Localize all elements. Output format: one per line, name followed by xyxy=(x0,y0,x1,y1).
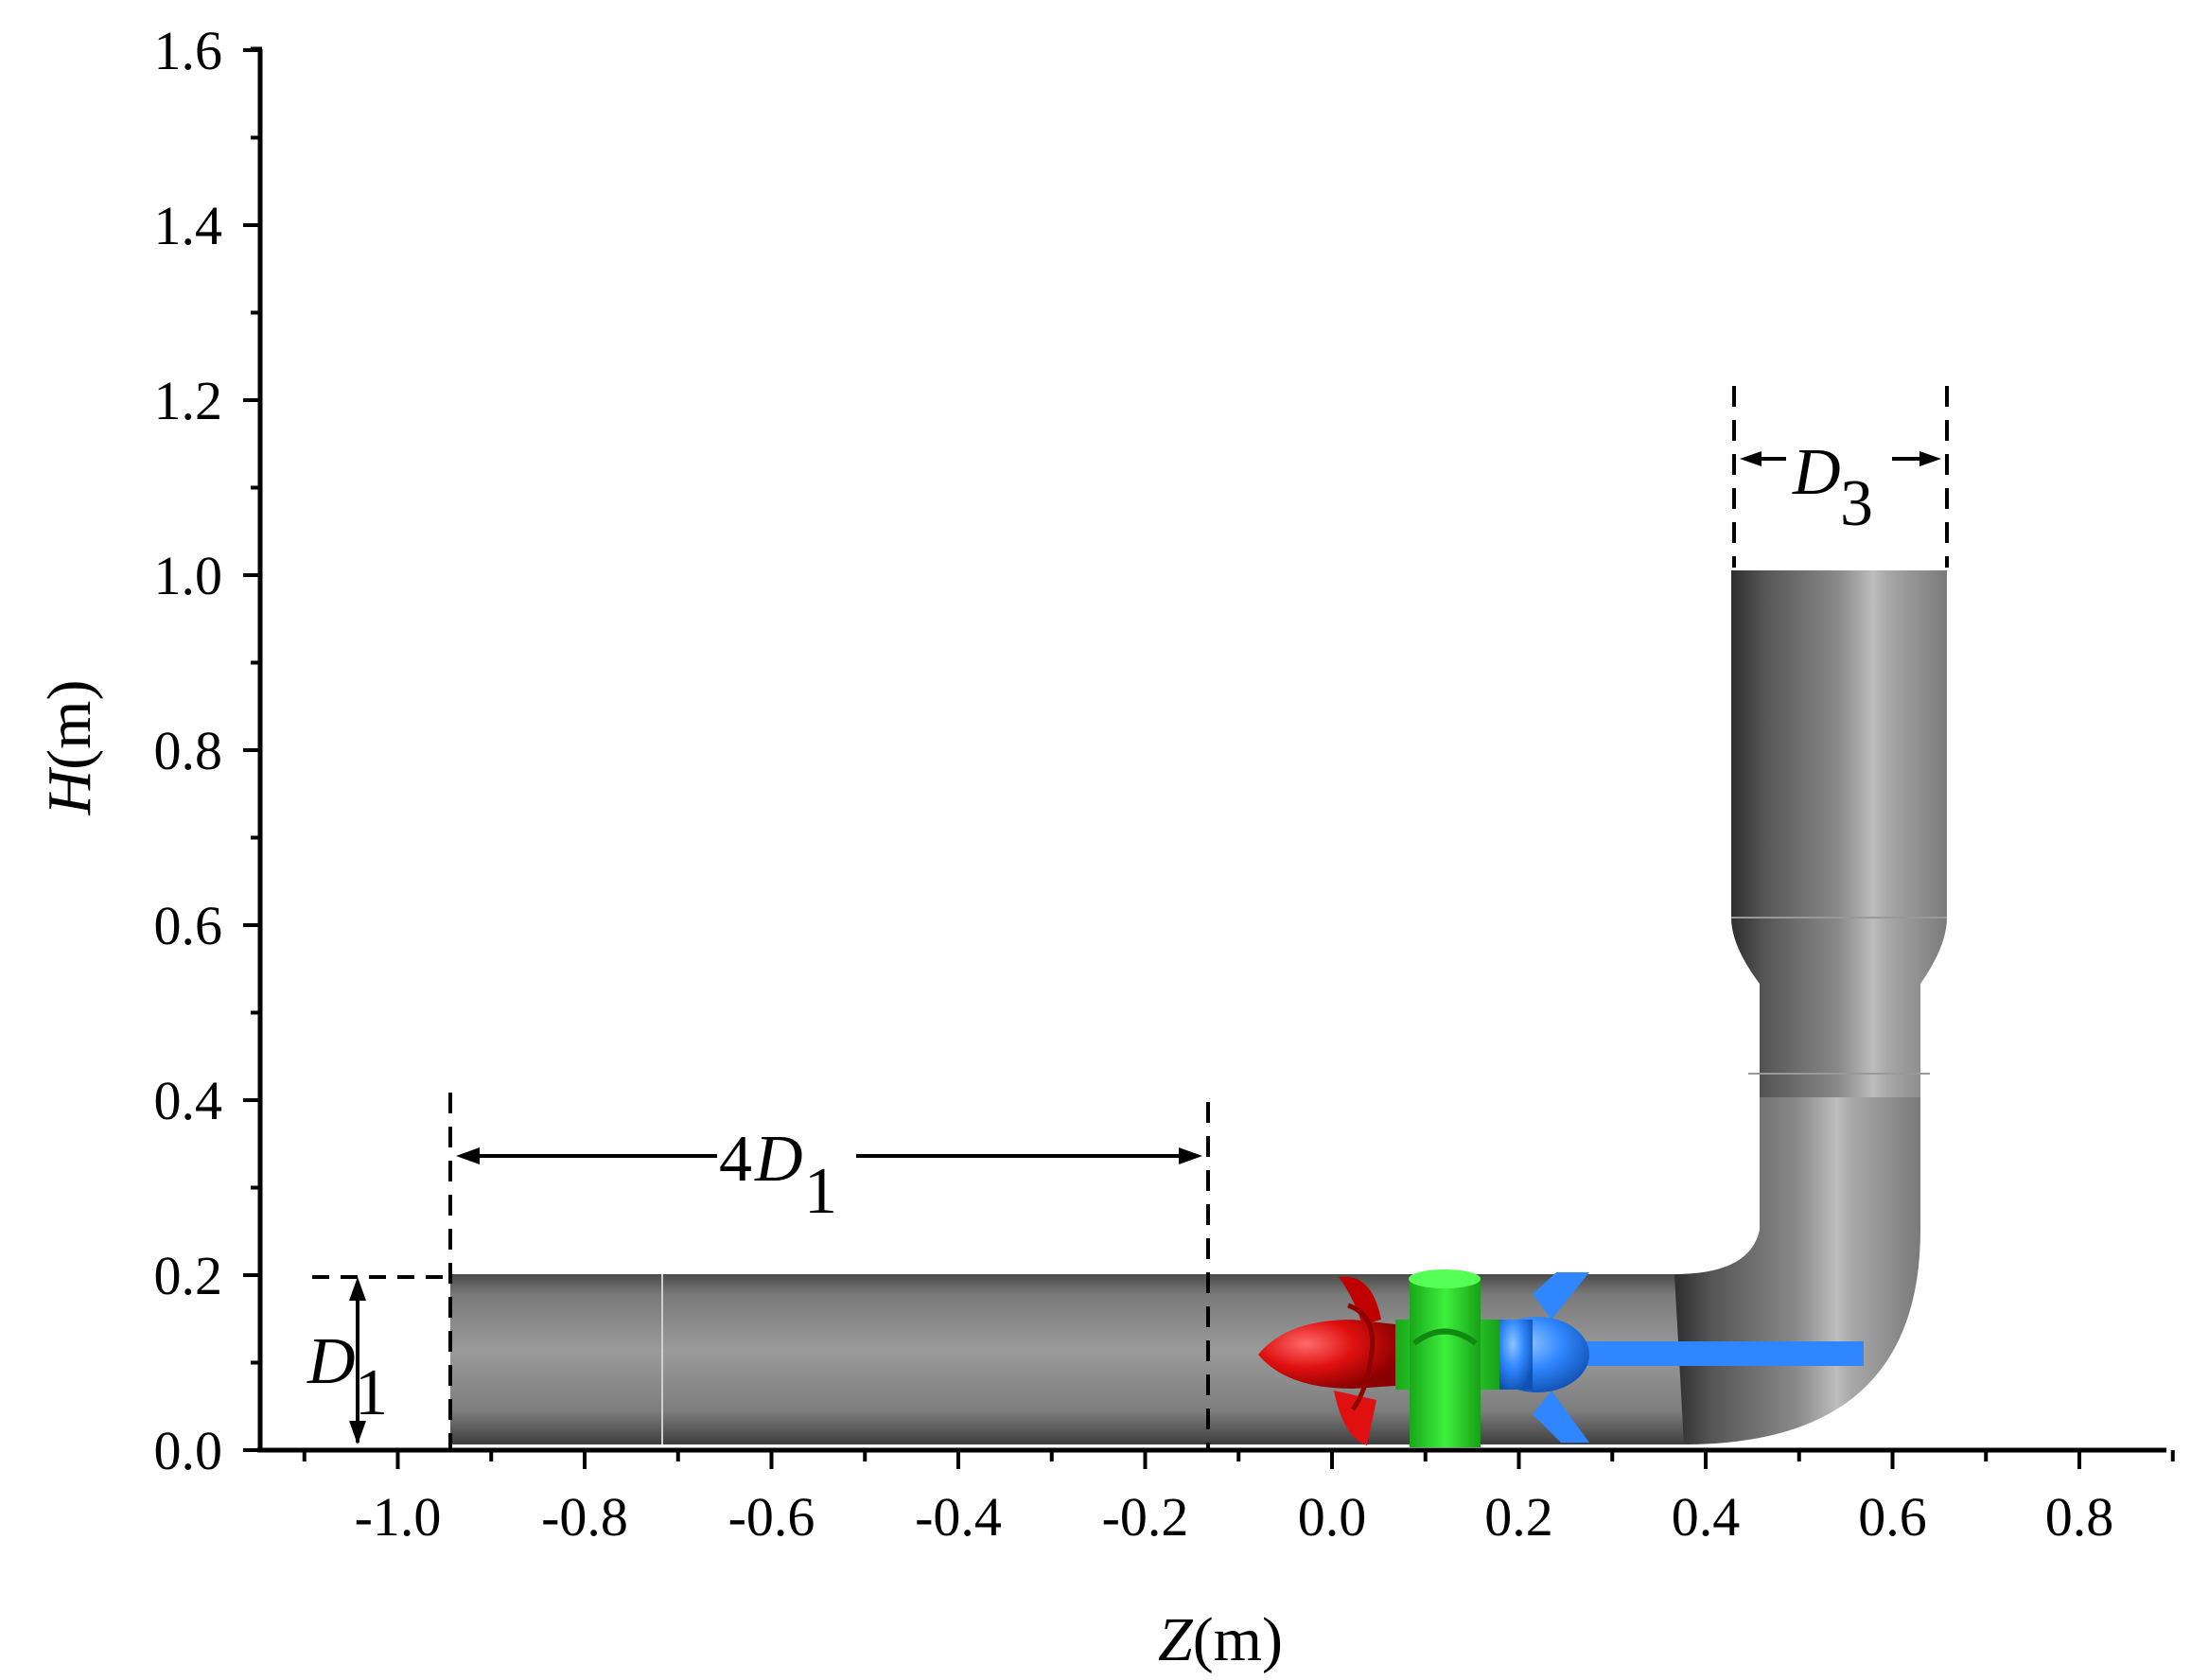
x-tick-label: -0.4 xyxy=(915,1486,1002,1548)
y-tick-label: 0.4 xyxy=(154,1070,223,1131)
svg-text:D: D xyxy=(307,1325,356,1398)
svg-text:1: 1 xyxy=(355,1356,388,1429)
impeller xyxy=(1258,1276,1395,1445)
guide-vane xyxy=(1395,1269,1499,1447)
y-tick-label: 0.0 xyxy=(154,1420,223,1481)
x-tick-label: 0.4 xyxy=(1672,1486,1741,1548)
y-tick-label: 0.6 xyxy=(154,895,223,956)
svg-text:1: 1 xyxy=(804,1155,837,1228)
x-axis-tick-labels: -1.0 -0.8 -0.6 -0.4 -0.2 0.0 0.2 0.4 0.6 0.8 xyxy=(355,1486,2114,1548)
pipe-contraction xyxy=(1731,918,1947,1097)
svg-text:D: D xyxy=(1792,436,1841,509)
y-axis-tick-labels: 0.0 0.2 0.4 0.6 0.8 1.0 1.2 1.4 1.6 xyxy=(154,20,223,1481)
x-tick-label: -0.8 xyxy=(541,1486,628,1548)
y-axis-title: H(m) xyxy=(35,680,104,816)
x-tick-label: -0.6 xyxy=(728,1486,815,1548)
axes: -1.0 -0.8 -0.6 -0.4 -0.2 0.0 0.2 0.4 0.6 0.8 0.00… xyxy=(154,20,2175,1548)
pipe-elbow xyxy=(1674,1097,1920,1444)
y-tick-label: 1.6 xyxy=(154,20,223,81)
y-axis-ticks xyxy=(243,48,260,1452)
x-axis-title: Z(m) xyxy=(1158,1605,1283,1674)
y-tick-label: 1.2 xyxy=(154,370,223,431)
x-tick-label: 0.8 xyxy=(2045,1486,2114,1548)
y-tick-label: 1.0 xyxy=(154,545,223,606)
svg-text:3: 3 xyxy=(1840,467,1873,540)
dimension-label-d3: D 3 xyxy=(1792,436,1873,540)
x-tick-label: -0.2 xyxy=(1102,1486,1189,1548)
svg-text:Z(m): Z(m) xyxy=(1158,1605,1283,1674)
pipe-model xyxy=(450,570,1947,1444)
svg-text:H(m): H(m) xyxy=(35,680,104,816)
dimension-arrowheads xyxy=(349,451,1941,1444)
outlet-pipe xyxy=(1731,570,1947,918)
dimension-annotations xyxy=(312,386,1949,1452)
y-tick-label: 0.8 xyxy=(154,720,223,781)
dimension-label-4d1: 4 D 1 xyxy=(719,1123,837,1228)
x-tick-label: 0.0 xyxy=(1298,1486,1367,1548)
y-tick-label: 1.4 xyxy=(154,195,223,256)
x-tick-label: 0.6 xyxy=(1858,1486,1927,1548)
pump-components xyxy=(1258,1269,1864,1447)
x-axis-ticks xyxy=(302,1450,2175,1469)
svg-text:4: 4 xyxy=(719,1123,752,1196)
y-tick-label: 0.2 xyxy=(154,1245,223,1306)
svg-text:D: D xyxy=(754,1123,803,1196)
x-tick-label: -1.0 xyxy=(355,1486,442,1548)
dimension-label-d1: D 1 xyxy=(307,1325,388,1429)
x-tick-label: 0.2 xyxy=(1484,1486,1553,1548)
outlet-hub xyxy=(1485,1272,1864,1443)
